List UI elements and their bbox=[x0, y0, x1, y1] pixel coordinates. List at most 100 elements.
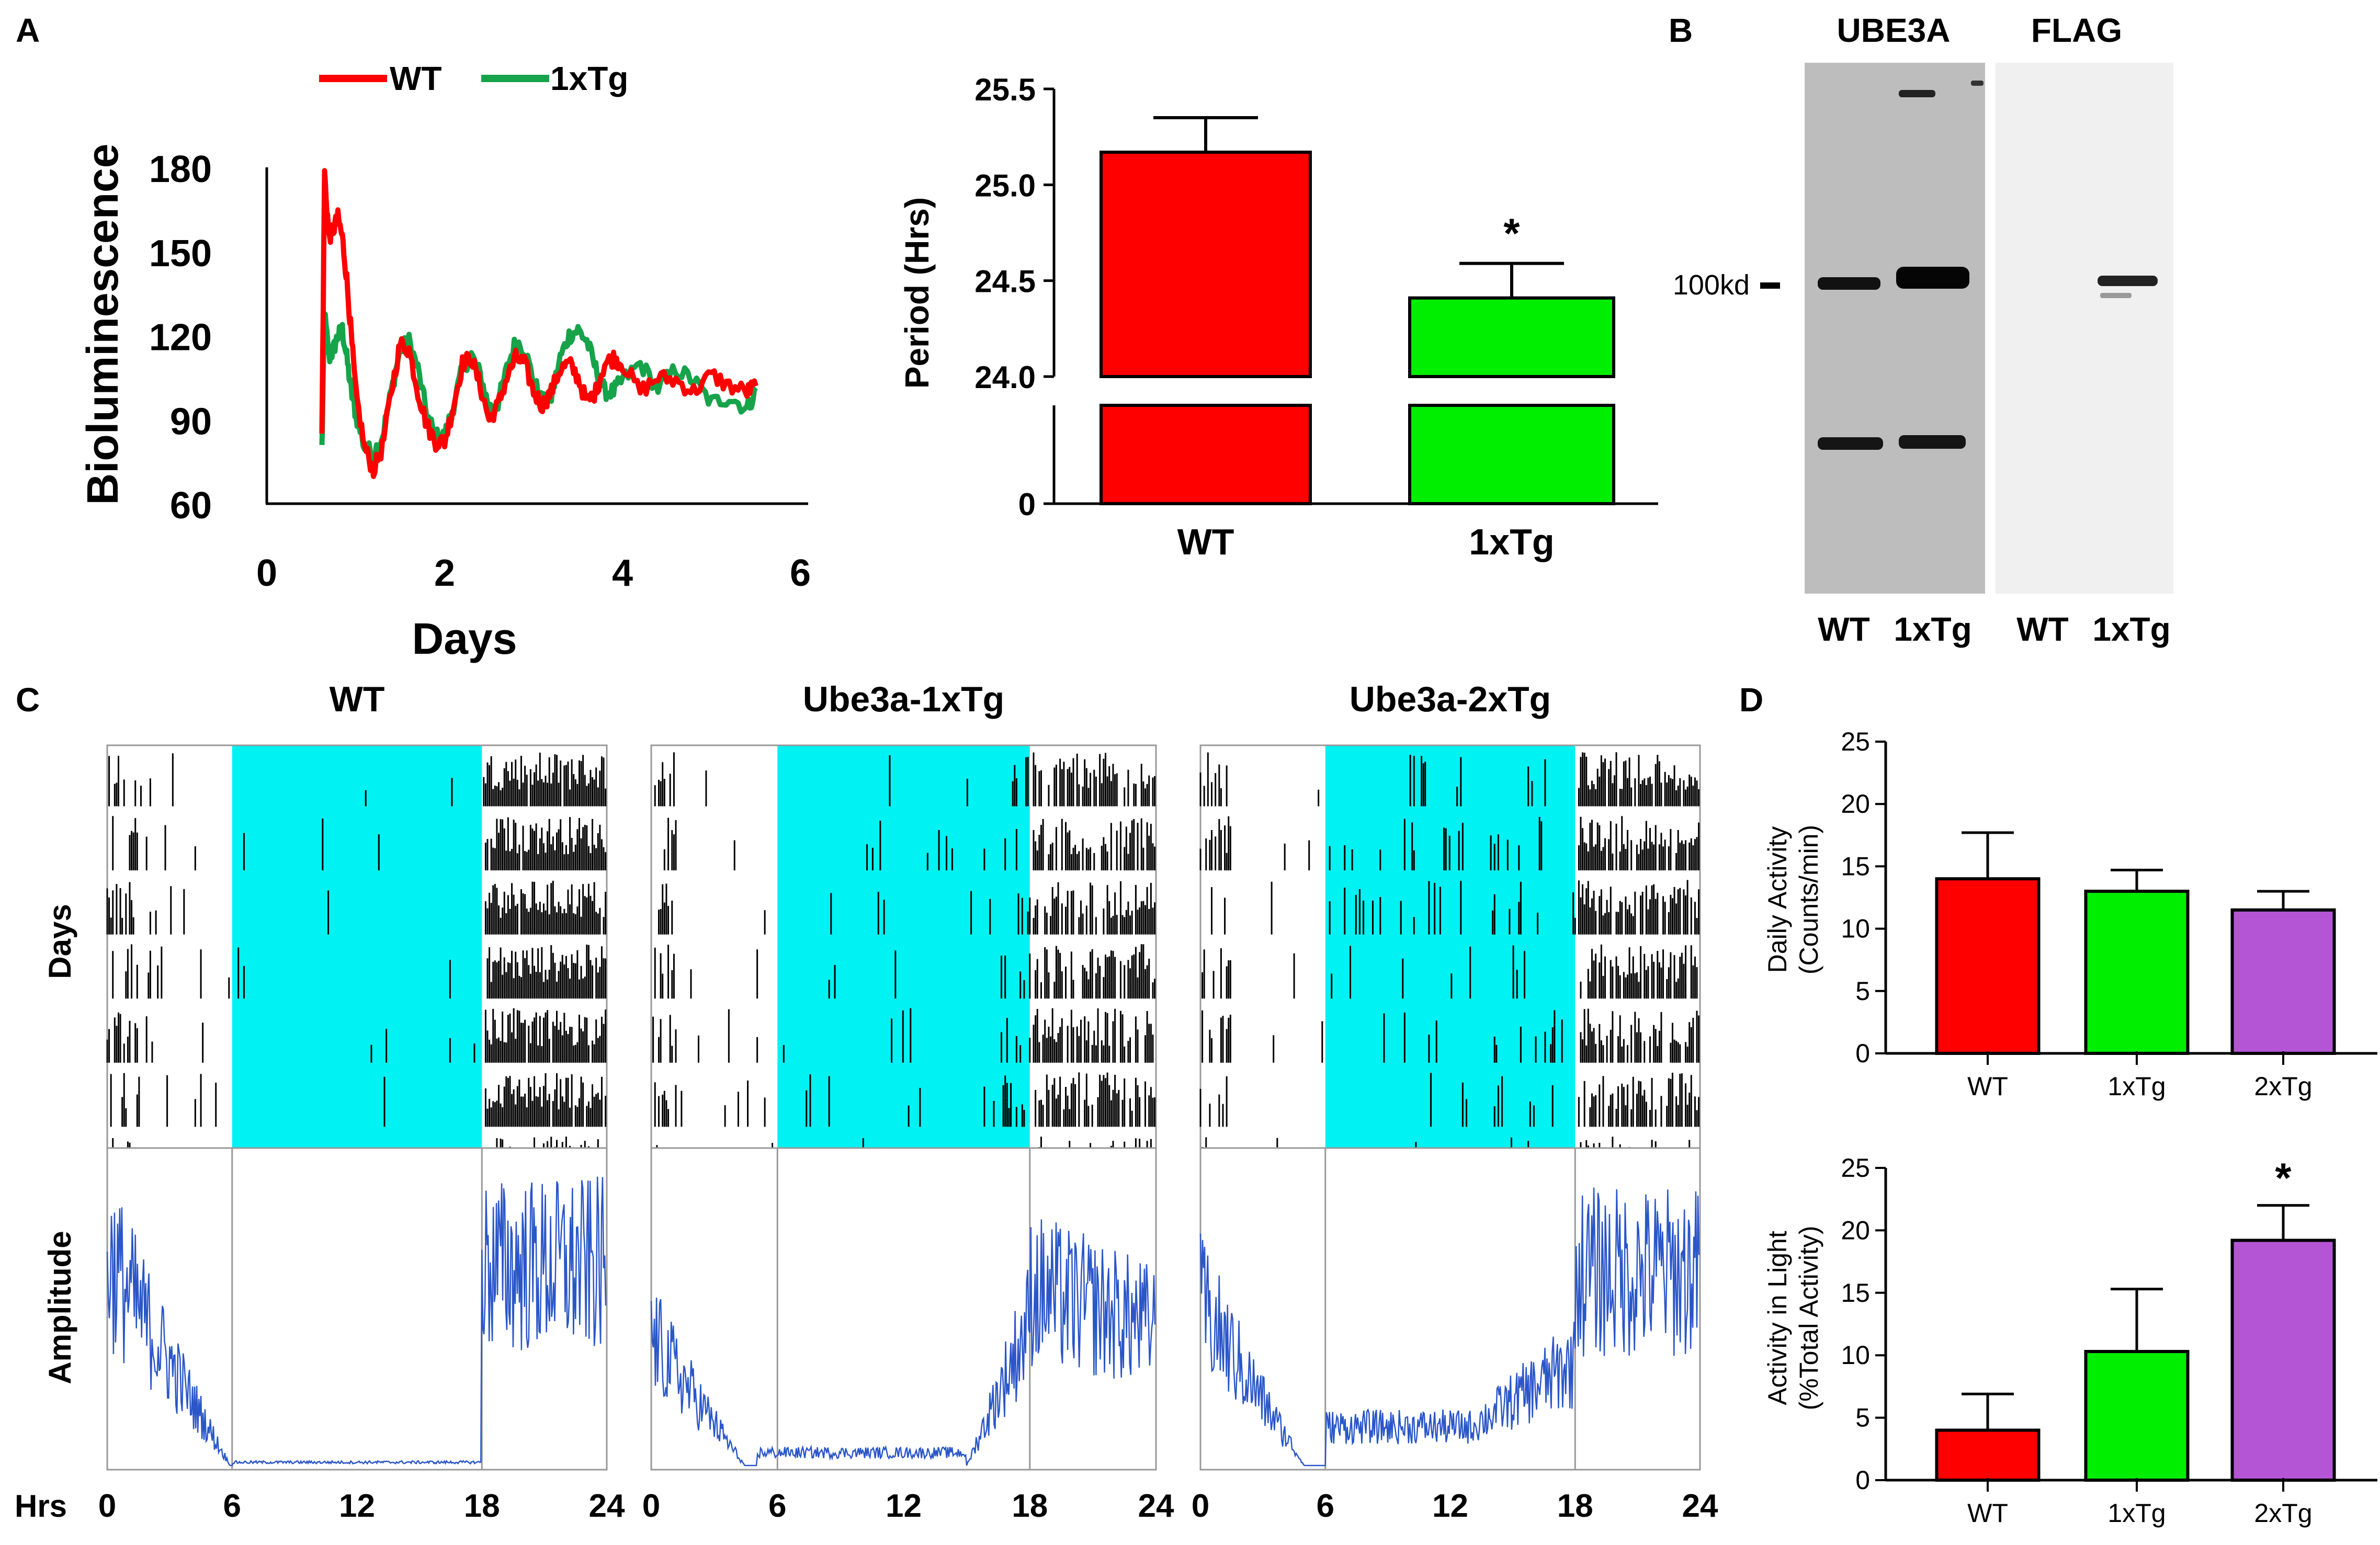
x-tick-label: 18 bbox=[1557, 1488, 1593, 1524]
row-label-days: Days bbox=[42, 904, 77, 979]
y-axis-label-line2: (Counts/min) bbox=[1794, 825, 1823, 974]
bioluminescence-chart: WT 1xTg 60 90 120 150 180 0 2 4 6 Bioluminescen… bbox=[78, 60, 811, 663]
x-tick-label: 12 bbox=[339, 1488, 375, 1524]
x-tick-label: WT bbox=[1177, 521, 1234, 562]
y-tick-label: 150 bbox=[149, 233, 212, 275]
blot-band bbox=[1899, 435, 1966, 449]
blot-band bbox=[1818, 437, 1883, 450]
y-axis-label-line2: (%Total Activity) bbox=[1794, 1226, 1823, 1411]
y-tick-labels: 24.0 24.5 25.0 25.5 0 bbox=[974, 72, 1054, 522]
row-label-amplitude: Amplitude bbox=[42, 1231, 77, 1384]
legend-wt-label: WT bbox=[390, 60, 442, 97]
blot-header-ube3a: UBE3A bbox=[1837, 12, 1951, 49]
actogram-title: Ube3a-1xTg bbox=[803, 679, 1004, 719]
y-axis-label: Period (Hrs) bbox=[898, 197, 936, 389]
marker-tick bbox=[1760, 282, 1780, 289]
x-tick-label: 24 bbox=[589, 1488, 625, 1524]
bar-WT bbox=[1935, 877, 2041, 1055]
bar-1xTg bbox=[2084, 890, 2190, 1055]
y-tick-label: 25 bbox=[1841, 727, 1870, 756]
series-lines bbox=[319, 168, 758, 479]
x-tick-label: 4 bbox=[612, 552, 633, 594]
x-tick-labels: WT 1xTg bbox=[1177, 521, 1555, 562]
x-tick-label: 6 bbox=[223, 1488, 241, 1524]
actogram-panels: Days Amplitude Hrs WT 0 6 12 18 24 Ube3a-1xTg… bbox=[15, 679, 1718, 1524]
x-tick-label: WT bbox=[1967, 1072, 2008, 1101]
series-line-WT bbox=[319, 168, 758, 479]
x-tick-label: 12 bbox=[886, 1488, 922, 1524]
bars: * bbox=[1100, 116, 1615, 505]
x-tick-label: 18 bbox=[464, 1488, 500, 1524]
actogram-2xtg: Ube3a-2xTg 0 6 12 18 24 bbox=[1192, 679, 1718, 1524]
y-tick-label: 25.5 bbox=[974, 72, 1036, 107]
dark-phase-shading bbox=[1325, 745, 1576, 1194]
y-tick-label: 15 bbox=[1841, 851, 1870, 881]
x-tick-label: 2 bbox=[434, 552, 455, 594]
y-tick-label: 5 bbox=[1855, 976, 1870, 1006]
bar-2xTg bbox=[2230, 1239, 2336, 1482]
lane-label: WT bbox=[1818, 610, 1870, 648]
actogram-title: Ube3a-2xTg bbox=[1350, 679, 1551, 719]
panel-label-c: C bbox=[16, 681, 40, 719]
x-tick-label: 12 bbox=[1432, 1488, 1468, 1524]
x-tick-label: 6 bbox=[768, 1488, 786, 1524]
western-blot: UBE3A FLAG 100kd WT 1xTg WT 1xTg bbox=[1673, 12, 2173, 648]
y-tick-label: 180 bbox=[149, 149, 212, 190]
y-tick-label: 20 bbox=[1841, 789, 1870, 819]
y-tick-label: 120 bbox=[149, 317, 212, 359]
x-tick-label: 18 bbox=[1012, 1488, 1048, 1524]
bar-1xTg bbox=[2084, 1350, 2190, 1482]
y-axis-label: Bioluminescence bbox=[78, 144, 127, 505]
y-tick-label: 0 bbox=[1855, 1466, 1870, 1495]
period-bar-chart: 24.0 24.5 25.0 25.5 0 * WT 1xTg Period (Hrs) bbox=[898, 72, 1658, 562]
blot-band bbox=[1971, 81, 1984, 86]
dark-phase-shading bbox=[777, 745, 1030, 1194]
amplitude-trace bbox=[106, 1176, 607, 1467]
x-tick-label: 6 bbox=[790, 552, 811, 594]
significance-marker: * bbox=[2275, 1155, 2292, 1201]
y-tick-label: 0 bbox=[1855, 1039, 1870, 1068]
x-axis-prefix-hrs: Hrs bbox=[15, 1489, 67, 1524]
amplitude-trace bbox=[1199, 1187, 1700, 1467]
panel-label-b: B bbox=[1669, 12, 1693, 49]
x-tick-label: 24 bbox=[1682, 1488, 1718, 1524]
x-tick-label: WT bbox=[1967, 1498, 2008, 1528]
y-tick-label: 10 bbox=[1841, 1340, 1870, 1370]
blot-band-flag-faint bbox=[2100, 293, 2132, 298]
y-axis-label-line1: Daily Activity bbox=[1763, 826, 1792, 973]
bar-2xTg bbox=[2230, 908, 2336, 1055]
bar-lower-1xTg bbox=[1408, 404, 1615, 505]
y-tick-label: 25 bbox=[1841, 1153, 1870, 1183]
y-tick-label: 24.5 bbox=[974, 264, 1036, 299]
blot-membrane-flag bbox=[1996, 63, 2173, 594]
amplitude-frame bbox=[650, 1147, 1157, 1471]
legend-1xtg-label: 1xTg bbox=[550, 60, 628, 97]
actogram-title: WT bbox=[330, 679, 385, 719]
significance-marker: * bbox=[1503, 210, 1520, 257]
y-tick-label: 90 bbox=[170, 401, 212, 442]
lane-label: 1xTg bbox=[2092, 610, 2170, 648]
y-tick-label: 24.0 bbox=[974, 360, 1036, 395]
x-tick-label: 0 bbox=[642, 1488, 660, 1524]
dark-phase-shading bbox=[232, 745, 482, 1194]
blot-band bbox=[1899, 90, 1935, 97]
x-tick-label: 24 bbox=[1138, 1488, 1174, 1524]
daily-activity-chart: Daily Activity (Counts/min) 0 5 10 15 20 25 WT… bbox=[1763, 727, 2377, 1101]
panel-label-d: D bbox=[1739, 681, 1763, 719]
y-tick-label: 15 bbox=[1841, 1278, 1870, 1308]
amplitude-frame bbox=[106, 1147, 608, 1471]
x-tick-labels: 0 2 4 6 bbox=[256, 552, 811, 594]
x-tick-label: 0 bbox=[1192, 1488, 1209, 1524]
bar-upper-WT bbox=[1100, 151, 1312, 378]
bar-upper-1xTg bbox=[1408, 296, 1615, 379]
x-tick-label: 1xTg bbox=[1469, 521, 1554, 562]
blot-band bbox=[1818, 277, 1880, 290]
lane-label: WT bbox=[2016, 610, 2069, 648]
y-tick-label: 25.0 bbox=[974, 168, 1036, 203]
y-tick-label: 10 bbox=[1841, 914, 1870, 944]
y-axis-label-line1: Activity in Light bbox=[1763, 1231, 1792, 1405]
panel-label-a: A bbox=[16, 12, 40, 49]
actogram-1xtg: Ube3a-1xTg 0 6 12 18 24 bbox=[642, 679, 1174, 1524]
y-tick-label: 20 bbox=[1841, 1215, 1870, 1245]
